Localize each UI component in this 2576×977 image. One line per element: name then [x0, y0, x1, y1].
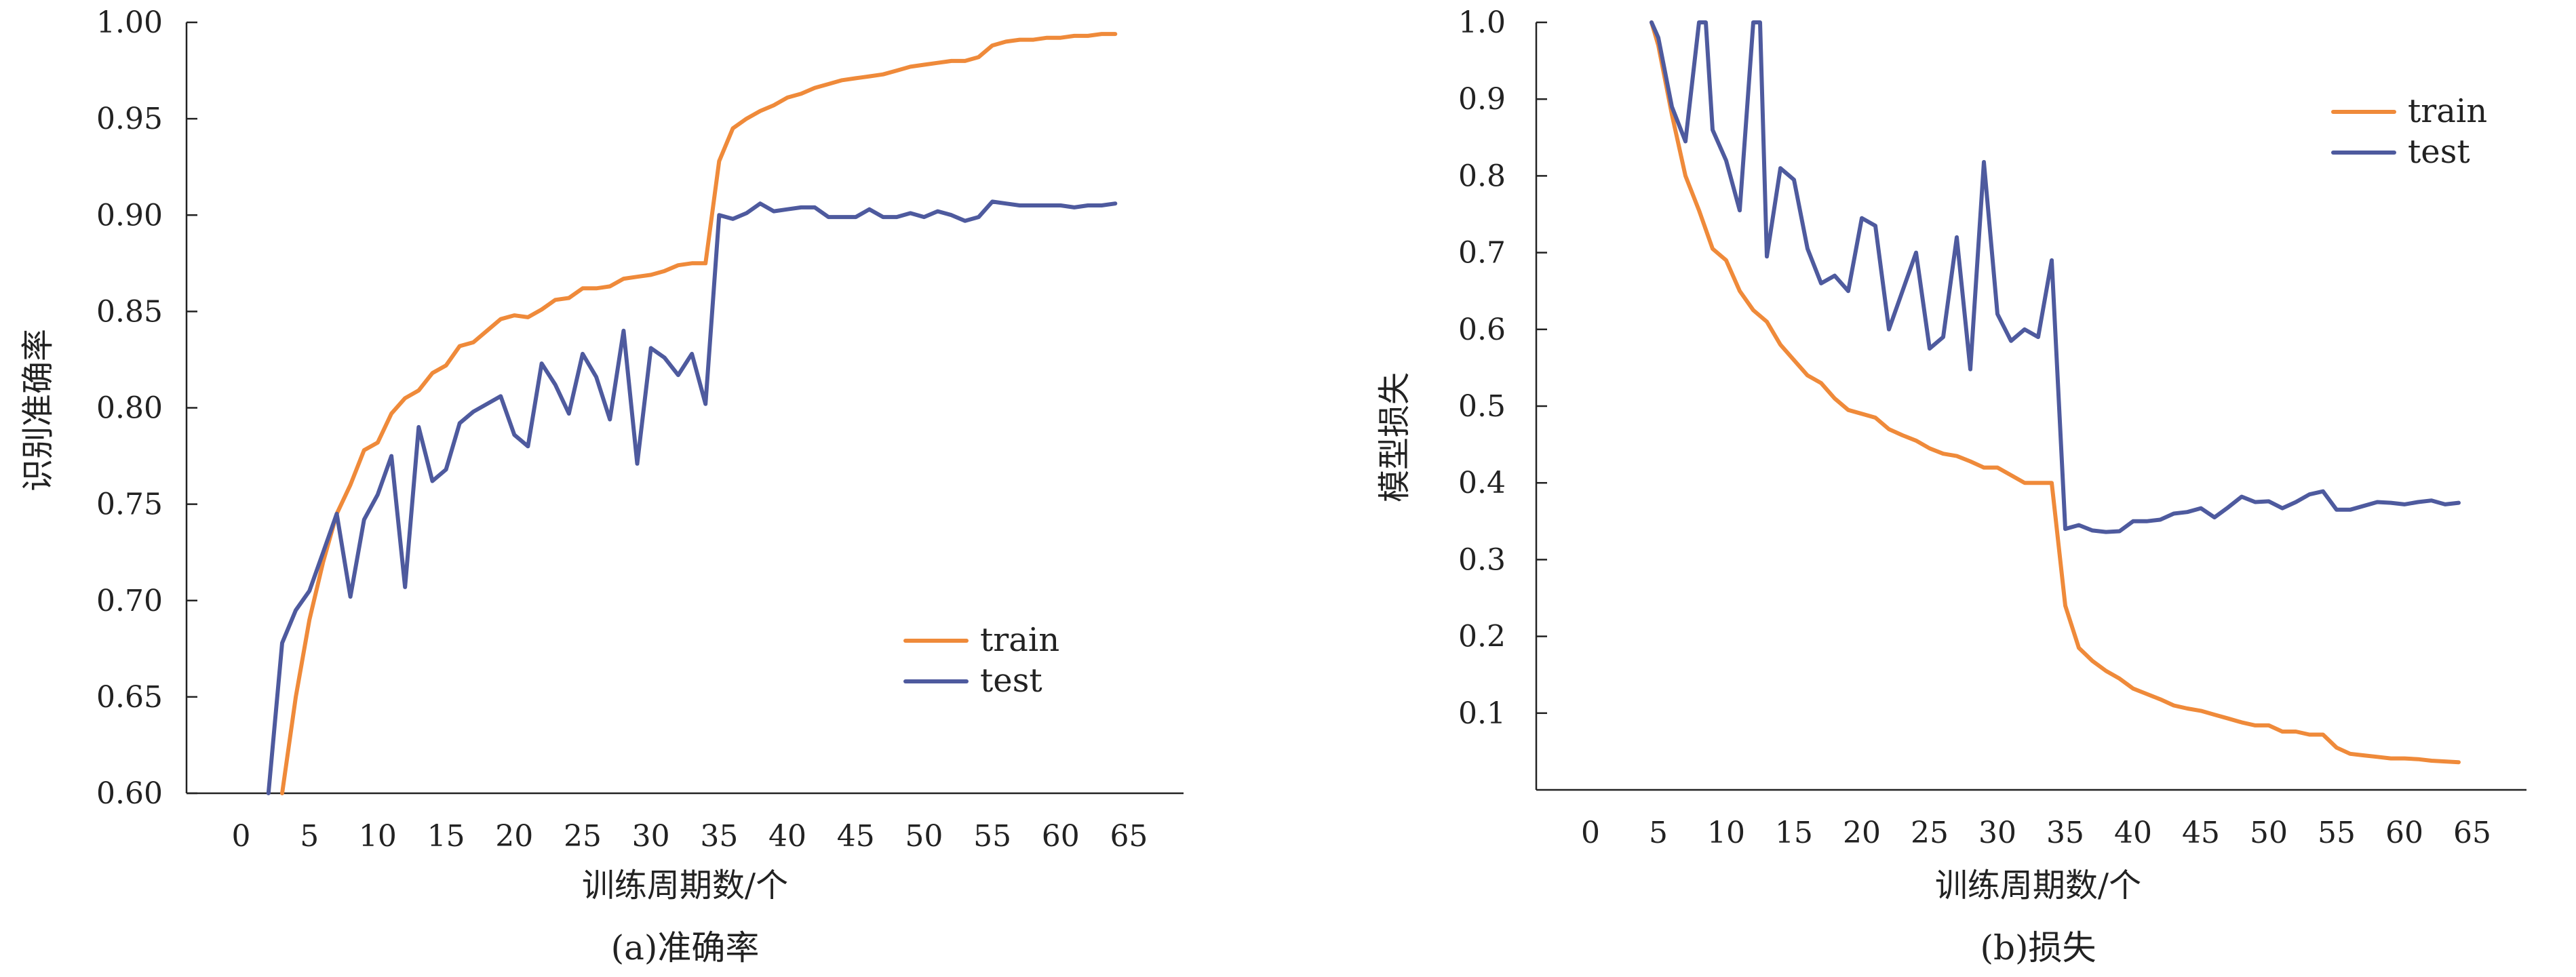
x-tick-label: 45 — [837, 819, 875, 854]
y-axis-title: 模型损失 — [1375, 372, 1413, 502]
y-tick-label: 0.65 — [96, 680, 163, 715]
legend: train test — [903, 621, 1059, 700]
y-axis-title: 识别准确率 — [19, 329, 57, 492]
series-lines — [266, 32, 1118, 795]
x-tick-labels: 0 5 10 15 20 25 30 35 40 45 50 55 60 65 — [1581, 816, 2491, 850]
chart-caption: (a)准确率 — [611, 928, 760, 968]
x-tick-label: 45 — [2182, 816, 2220, 850]
x-tick-label: 40 — [2114, 816, 2152, 850]
x-tick-label: 15 — [427, 819, 465, 854]
x-tick-label: 5 — [300, 819, 319, 854]
x-tick-label: 0 — [232, 819, 251, 854]
y-tick-label: 0.85 — [96, 294, 163, 329]
y-tick-label: 1.00 — [96, 5, 163, 40]
y-tick-labels: 0.1 0.2 0.3 0.4 0.5 0.6 0.7 0.8 0.9 1.0 — [1458, 5, 1547, 731]
chart-caption: (b)损失 — [1980, 928, 2096, 968]
x-tick-labels: 0 5 10 15 20 25 30 35 40 45 50 55 60 65 — [232, 819, 1148, 854]
x-tick-label: 10 — [1707, 816, 1745, 850]
y-tick-label: 0.75 — [96, 487, 163, 522]
x-tick-label: 30 — [1978, 816, 2016, 850]
legend-label-test: test — [2408, 133, 2470, 171]
x-tick-label: 60 — [1042, 819, 1080, 854]
y-tick-label: 0.4 — [1458, 466, 1506, 500]
y-tick-label: 0.9 — [1458, 82, 1506, 117]
x-tick-label: 35 — [2046, 816, 2084, 850]
y-tick-label: 0.8 — [1458, 159, 1506, 193]
x-tick-label: 20 — [1843, 816, 1881, 850]
y-tick-label: 0.60 — [96, 776, 163, 811]
y-tick-label: 0.80 — [96, 391, 163, 426]
x-tick-label: 25 — [1911, 816, 1949, 850]
legend: train test — [2331, 92, 2487, 171]
series-line-train — [1650, 20, 2461, 765]
x-tick-label: 65 — [1110, 819, 1148, 854]
y-tick-label: 0.1 — [1458, 696, 1506, 731]
y-tick-labels: 0.60 0.65 0.70 0.75 0.80 0.85 0.90 0.95 1.00 — [96, 5, 197, 811]
x-axis-title: 训练周期数/个 — [582, 866, 788, 904]
x-tick-label: 0 — [1581, 816, 1600, 850]
x-tick-label: 15 — [1775, 816, 1813, 850]
y-tick-label: 0.7 — [1458, 236, 1506, 271]
legend-label-train: train — [980, 621, 1059, 659]
x-tick-label: 30 — [632, 819, 670, 854]
x-tick-label: 55 — [973, 819, 1011, 854]
legend-label-train: train — [2408, 92, 2487, 130]
series-line-test — [266, 199, 1118, 795]
x-axis-title: 训练周期数/个 — [1935, 866, 2141, 904]
x-tick-label: 65 — [2453, 816, 2491, 850]
series-lines — [1650, 20, 2461, 765]
y-tick-label: 0.90 — [96, 198, 163, 233]
x-tick-label: 20 — [495, 819, 533, 854]
x-tick-label: 50 — [905, 819, 943, 854]
y-tick-label: 0.95 — [96, 102, 163, 136]
x-tick-label: 60 — [2385, 816, 2423, 850]
x-tick-label: 55 — [2318, 816, 2356, 850]
x-tick-label: 35 — [700, 819, 738, 854]
y-tick-label: 0.2 — [1458, 620, 1506, 654]
y-tick-label: 0.6 — [1458, 313, 1506, 347]
y-tick-label: 0.5 — [1458, 389, 1506, 424]
y-tick-label: 1.0 — [1458, 5, 1506, 40]
x-tick-label: 40 — [768, 819, 806, 854]
x-tick-label: 5 — [1649, 816, 1668, 850]
loss-chart: 0.1 0.2 0.3 0.4 0.5 0.6 0.7 0.8 0.9 1.0 0 5 10 15 20 2… — [1375, 5, 2526, 968]
accuracy-chart: 0.60 0.65 0.70 0.75 0.80 0.85 0.90 0.95 1.00 0 5 1… — [19, 5, 1184, 968]
series-line-train — [280, 32, 1118, 795]
y-tick-label: 0.70 — [96, 584, 163, 618]
x-tick-label: 10 — [359, 819, 397, 854]
x-tick-label: 25 — [564, 819, 602, 854]
x-tick-label: 50 — [2250, 816, 2288, 850]
y-tick-label: 0.3 — [1458, 542, 1506, 577]
series-line-test — [1650, 20, 2461, 534]
legend-label-test: test — [980, 662, 1042, 700]
